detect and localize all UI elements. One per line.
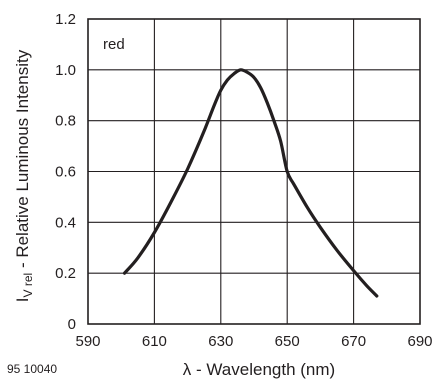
y-axis-ticks: 0 0.2 0.4 0.6 0.8 1.0 1.2	[55, 11, 76, 333]
x-axis-ticks: 590 610 630 650 670 690	[75, 333, 432, 350]
x-tick-label: 630	[208, 333, 233, 350]
series-line-red	[122, 68, 379, 298]
y-tick-label: 0.6	[55, 164, 76, 181]
x-tick-label: 690	[407, 333, 432, 350]
y-tick-label: 1.2	[55, 11, 76, 28]
y-axis-title: IV rel - Relative Luminous Intensity	[13, 49, 35, 302]
grid-lines	[88, 19, 420, 324]
y-tick-label: 1.0	[55, 62, 76, 79]
x-axis-title: λ - Wavelength (nm)	[183, 360, 335, 379]
series-label-red: red	[103, 36, 125, 53]
plot-frame	[87, 18, 421, 325]
x-tick-label: 610	[142, 333, 167, 350]
x-tick-label: 650	[275, 333, 300, 350]
y-axis-title-rest: - Relative Luminous Intensity	[13, 49, 32, 272]
y-axis-title-main: I	[13, 297, 32, 302]
y-tick-label: 0.2	[55, 265, 76, 282]
figure-number: 95 10040	[7, 362, 57, 376]
y-tick-label: 0	[68, 316, 76, 333]
x-tick-label: 670	[341, 333, 366, 350]
x-tick-label: 590	[75, 333, 100, 350]
y-axis-title-subscript: V rel	[21, 273, 35, 298]
y-tick-label: 0.4	[55, 214, 76, 231]
y-tick-label: 0.8	[55, 113, 76, 130]
